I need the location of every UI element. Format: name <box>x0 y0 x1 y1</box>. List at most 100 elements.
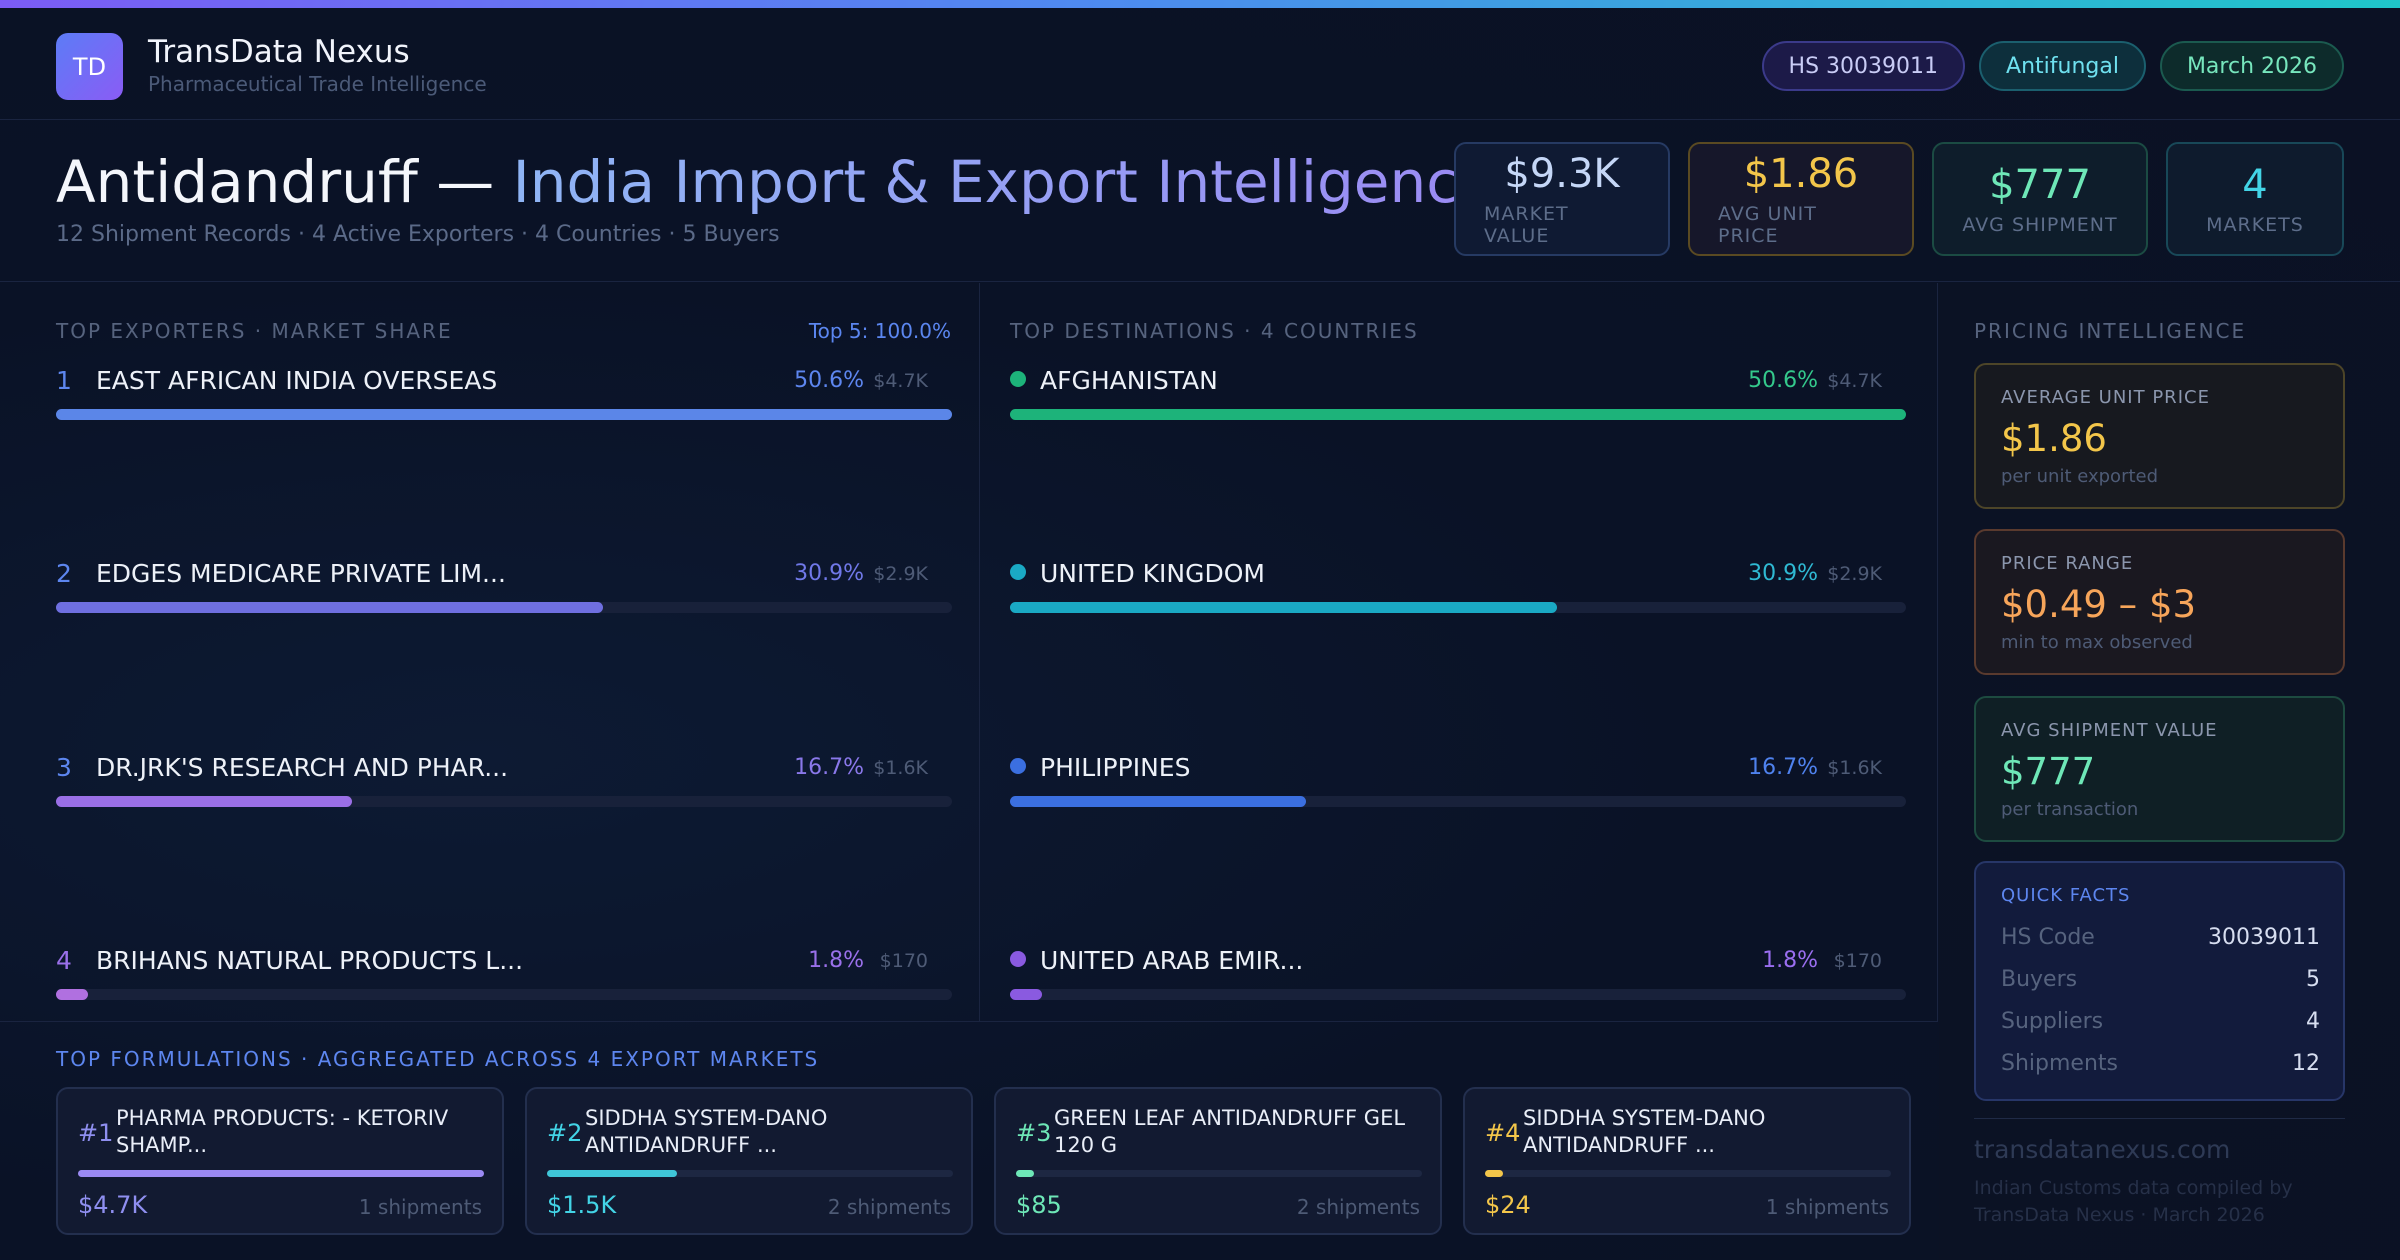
formulation-track <box>1485 1170 1891 1177</box>
destination-share-pct: 16.7% <box>1748 755 1818 780</box>
destination-row[interactable]: PHILIPPINES 16.7% $1.6K <box>1010 753 1906 813</box>
brand-block: TransData Nexus Pharmaceutical Trade Int… <box>148 34 487 96</box>
period-pill[interactable]: March 2026 <box>2159 41 2344 91</box>
exporters-heading: TOP EXPORTERS · MARKET SHARE <box>56 319 453 343</box>
formulation-track <box>547 1170 953 1177</box>
formulation-card[interactable]: #3 GREEN LEAF ANTIDANDRUFF GEL 120 G $85… <box>994 1087 1442 1235</box>
formulation-card[interactable]: #1 PHARMA PRODUCTS: - KETORIV SHAMP... $… <box>56 1087 504 1235</box>
destinations-heading: TOP DESTINATIONS · 4 COUNTRIES <box>1010 319 1419 343</box>
destination-amount: $1.6K <box>1827 757 1882 779</box>
quick-fact-value: 4 <box>2306 1009 2320 1034</box>
price-card-sub: min to max observed <box>2001 632 2193 653</box>
formulation-track <box>1016 1170 1422 1177</box>
formulation-name: PHARMA PRODUCTS: - KETORIV SHAMP... <box>116 1106 449 1157</box>
exporter-rank: 3 <box>56 753 72 782</box>
destination-name: AFGHANISTAN <box>1010 366 1218 395</box>
page-title-product: Antidandruff — <box>56 148 495 216</box>
quick-fact-key: HS Code <box>2001 925 2095 950</box>
exporter-share-bar <box>56 409 952 420</box>
destination-row[interactable]: UNITED ARAB EMIR... 1.8% $170 <box>1010 946 1906 1006</box>
destination-name: UNITED ARAB EMIR... <box>1010 946 1303 975</box>
destination-amount: $170 <box>1833 950 1882 972</box>
formulation-name: SIDDHA SYSTEM-DANO ANTIDANDRUFF ... <box>1523 1106 1766 1157</box>
title-band: Antidandruff — India Import & Export Int… <box>0 120 2400 282</box>
kpi-label: MARKET VALUE <box>1484 203 1569 247</box>
exporter-row[interactable]: 1 EAST AFRICAN INDIA OVERSEAS 50.6% $4.7K <box>56 366 952 426</box>
avg-shipment-value-card: AVG SHIPMENT VALUE $777 per transaction <box>1974 696 2345 842</box>
quick-fact-value: 5 <box>2306 967 2320 992</box>
destination-share-pct: 1.8% <box>1762 948 1818 973</box>
exporter-label: BRIHANS NATURAL PRODUCTS L... <box>96 946 524 975</box>
destination-share-pct: 50.6% <box>1748 368 1818 393</box>
category-pill[interactable]: Antifungal <box>1979 41 2146 91</box>
kpi-value: $1.86 <box>1743 151 1859 197</box>
destination-dot-icon <box>1010 564 1026 580</box>
hs-code-pill[interactable]: HS 30039011 <box>1761 41 1966 91</box>
formulation-rank: #2 <box>547 1119 583 1147</box>
exporter-amount: $170 <box>879 950 928 972</box>
destination-dot-icon <box>1010 371 1026 387</box>
brand-logo[interactable]: TD <box>56 33 123 100</box>
exporter-share-pct: 1.8% <box>808 948 864 973</box>
formulation-shipments: 1 shipments <box>358 1195 482 1219</box>
formulation-shipments: 2 shipments <box>827 1195 951 1219</box>
formulation-value: $24 <box>1485 1191 1531 1219</box>
quick-fact-row: Buyers 5 <box>2001 967 2320 992</box>
formulation-track <box>78 1170 484 1177</box>
quick-fact-value: 30039011 <box>2208 925 2320 950</box>
formulation-bar <box>1485 1170 1504 1177</box>
exporter-name: 4 BRIHANS NATURAL PRODUCTS L... <box>56 946 523 975</box>
exporter-row[interactable]: 4 BRIHANS NATURAL PRODUCTS L... 1.8% $170 <box>56 946 952 1006</box>
exporter-share-pct: 16.7% <box>794 755 864 780</box>
price-card-value: $777 <box>2001 750 2096 793</box>
destination-dot-icon <box>1010 758 1026 774</box>
formulations-panel: TOP FORMULATIONS · AGGREGATED ACROSS 4 E… <box>0 1021 1938 1260</box>
exporter-row[interactable]: 2 EDGES MEDICARE PRIVATE LIM... 30.9% $2.… <box>56 559 952 619</box>
accent-bar <box>0 0 2400 8</box>
quick-fact-key: Shipments <box>2001 1051 2118 1076</box>
destination-row[interactable]: AFGHANISTAN 50.6% $4.7K <box>1010 366 1906 426</box>
kpi-cards: $9.3K MARKET VALUE $1.86 AVG UNIT PRICE … <box>1454 142 2344 256</box>
brand-name: TransData Nexus <box>148 34 410 70</box>
quick-fact-key: Suppliers <box>2001 1009 2104 1034</box>
destination-share-bar <box>1010 602 1557 613</box>
destination-amount: $4.7K <box>1827 370 1882 392</box>
formulation-value: $85 <box>1016 1191 1062 1219</box>
price-card-label: AVG SHIPMENT VALUE <box>2001 720 2218 741</box>
kpi-avg-unit-price: $1.86 AVG UNIT PRICE <box>1688 142 1914 256</box>
kpi-value: $9.3K <box>1504 151 1620 197</box>
pricing-heading: PRICING INTELLIGENCE <box>1974 319 2247 343</box>
app-header: TD TransData Nexus Pharmaceutical Trade … <box>0 8 2400 120</box>
formulation-card[interactable]: #4 SIDDHA SYSTEM-DANO ANTIDANDRUFF ... $… <box>1463 1087 1911 1235</box>
destination-dot-icon <box>1010 951 1026 967</box>
formulation-shipments: 2 shipments <box>1296 1195 1420 1219</box>
quick-fact-value: 12 <box>2292 1051 2320 1076</box>
exporter-rank: 1 <box>56 366 72 395</box>
destination-amount: $2.9K <box>1827 563 1882 585</box>
price-card-value: $1.86 <box>2001 417 2107 460</box>
formulation-name: GREEN LEAF ANTIDANDRUFF GEL 120 G <box>1054 1106 1406 1157</box>
destination-share-track <box>1010 989 1906 1000</box>
page-title: Antidandruff — India Import & Export Int… <box>56 148 1494 216</box>
formulation-rank: #3 <box>1016 1119 1052 1147</box>
exporter-amount: $1.6K <box>873 757 928 779</box>
exporters-top-share: Top 5: 100.0% <box>808 319 951 343</box>
avg-unit-price-card: AVERAGE UNIT PRICE $1.86 per unit export… <box>1974 363 2345 509</box>
site-link[interactable]: transdatanexus.com <box>1974 1135 2231 1164</box>
exporter-share-pct: 50.6% <box>794 368 864 393</box>
exporter-row[interactable]: 3 DR.JRK'S RESEARCH AND PHAR... 16.7% $1.… <box>56 753 952 813</box>
exporter-share-pct: 30.9% <box>794 561 864 586</box>
kpi-markets: 4 MARKETS <box>2166 142 2344 256</box>
destination-name: PHILIPPINES <box>1010 753 1190 782</box>
exporter-name: 2 EDGES MEDICARE PRIVATE LIM... <box>56 559 506 588</box>
destination-label: PHILIPPINES <box>1040 753 1191 782</box>
quick-fact-row: HS Code 30039011 <box>2001 925 2320 950</box>
kpi-value: $777 <box>1989 162 2091 208</box>
formulations-heading: TOP FORMULATIONS · AGGREGATED ACROSS 4 E… <box>56 1047 820 1071</box>
exporter-rank: 2 <box>56 559 72 588</box>
destination-share-track <box>1010 796 1906 807</box>
exporter-share-bar <box>56 602 603 613</box>
kpi-label: MARKETS <box>2206 214 2304 236</box>
formulation-card[interactable]: #2 SIDDHA SYSTEM-DANO ANTIDANDRUFF ... $… <box>525 1087 973 1235</box>
destination-row[interactable]: UNITED KINGDOM 30.9% $2.9K <box>1010 559 1906 619</box>
